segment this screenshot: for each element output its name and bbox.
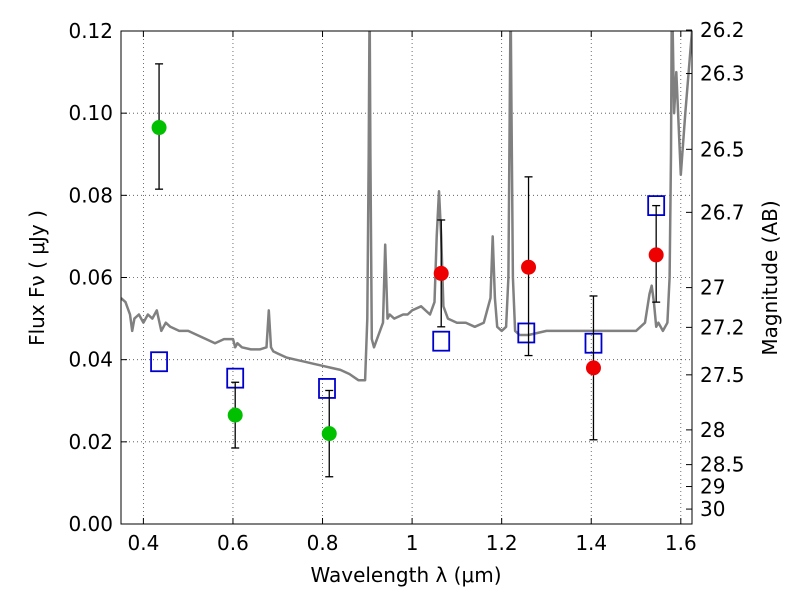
x-tick-label: 1.2 [486, 531, 518, 555]
measurement-point [433, 265, 449, 281]
right-tick-label: 26.5 [700, 137, 745, 161]
marker-layer [150, 63, 666, 478]
right-tick-label: 30 [700, 497, 725, 521]
spectrum-line [121, 31, 692, 382]
y-axis-label: Flux Fν ( μJy ) [25, 210, 49, 346]
measurement-point [321, 426, 337, 442]
x-tick-label: 1.4 [575, 531, 607, 555]
measurement-point [227, 407, 243, 423]
model-photometry-square [318, 378, 336, 399]
series-layer [121, 31, 692, 382]
measurement-point [151, 120, 167, 136]
model-photometry-square [517, 322, 536, 344]
measurement-point [521, 259, 537, 275]
right-tick-label: 26.2 [700, 18, 745, 42]
y-tick-label: 0.06 [68, 266, 113, 290]
model-photometry-square [150, 351, 168, 373]
right-tick-label: 27.5 [700, 363, 745, 387]
axis-ticks: 0.4 0.6 0.8 1 1.2 1.4 1.6 0.00 0.02 0.04 0.06 0.08 0… [68, 18, 744, 555]
right-tick-label: 26.7 [700, 200, 745, 224]
right-tick-label: 27.2 [700, 315, 745, 339]
measurement-point [585, 360, 601, 376]
y-tick-label: 0.12 [68, 19, 113, 43]
plot-area [121, 31, 692, 524]
right-tick-label: 26.3 [700, 62, 745, 86]
right-axis-label: Magnitude (AB) [758, 200, 782, 355]
right-tick-label: 28 [700, 418, 725, 442]
y-tick-label: 0.10 [68, 101, 113, 125]
x-tick-label: 0.8 [307, 531, 339, 555]
x-tick-label: 0.6 [217, 531, 249, 555]
right-tick-label: 28.5 [700, 453, 745, 477]
x-axis-label: Wavelength λ (μm) [310, 563, 501, 587]
x-tick-label: 1 [406, 531, 419, 555]
model-photometry-square [432, 330, 451, 352]
y-tick-label: 0.04 [68, 348, 113, 372]
y-tick-label: 0.00 [68, 512, 113, 536]
right-tick-label: 27 [700, 276, 725, 300]
right-tick-label: 29 [700, 475, 725, 499]
x-tick-label: 0.4 [127, 531, 159, 555]
y-tick-label: 0.02 [68, 430, 113, 454]
measurement-point [648, 247, 664, 263]
y-tick-label: 0.08 [68, 183, 113, 207]
x-tick-label: 1.6 [665, 531, 697, 555]
